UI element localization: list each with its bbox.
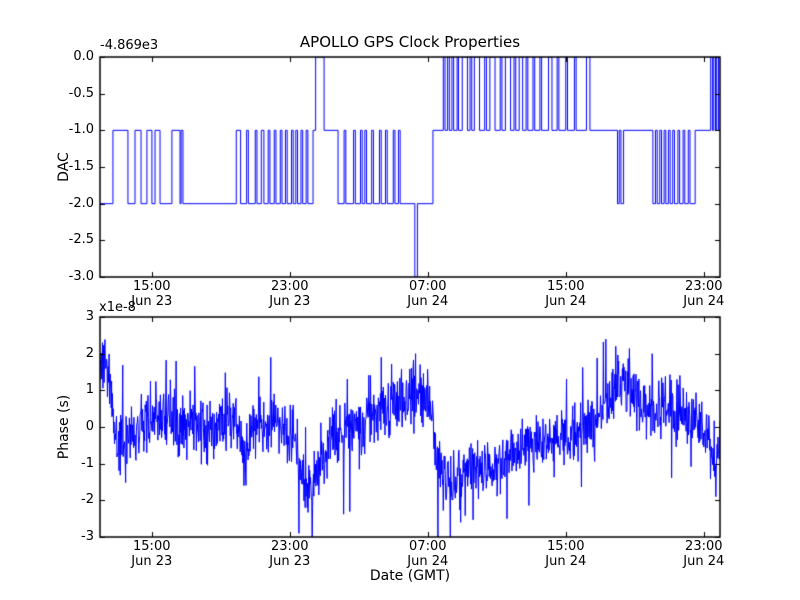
dac-y-tick-label: -2.0 — [68, 195, 94, 211]
dac-x-tick-label: 23:00 Jun 24 — [683, 279, 725, 309]
phase-y-tick-label: 3 — [85, 309, 94, 324]
dac-axis-offset-text: -4.869e3 — [100, 38, 159, 53]
phase-y-tick-label: 1 — [85, 382, 94, 398]
phase-y-tick-label: 0 — [85, 419, 94, 434]
dac-y-tick-label: -3.0 — [68, 269, 94, 284]
phase-x-tick-label: 15:00 Jun 24 — [545, 539, 587, 569]
phase-y-tick-label: -3 — [81, 529, 94, 544]
phase-axis-multiplier-text: x1e-8 — [99, 300, 136, 315]
dac-x-tick-label: 15:00 Jun 23 — [131, 279, 173, 309]
dac-y-tick-label: -1.0 — [68, 122, 94, 138]
dac-y-tick-label: -1.5 — [68, 159, 94, 174]
phase-x-tick-label: 07:00 Jun 24 — [407, 539, 449, 569]
phase-x-tick-label: 23:00 Jun 23 — [269, 539, 311, 569]
phase-x-tick-label: 23:00 Jun 24 — [683, 539, 725, 569]
dac-y-tick-label: -0.5 — [68, 85, 94, 101]
phase-y-tick-label: -1 — [81, 455, 94, 471]
xlabel: Date (GMT) — [369, 568, 451, 584]
phase-y-tick-label: -2 — [81, 492, 94, 508]
dac-x-tick-label: 23:00 Jun 23 — [269, 279, 311, 309]
phase-x-tick-label: 15:00 Jun 23 — [131, 539, 173, 569]
dac-y-tick-label: 0.0 — [73, 49, 94, 64]
phase-y-tick-label: 2 — [85, 345, 94, 361]
dac-x-tick-label: 07:00 Jun 24 — [407, 279, 449, 309]
chart-title: APOLLO GPS Clock Properties — [299, 33, 521, 51]
dac-x-tick-label: 15:00 Jun 24 — [545, 279, 587, 309]
dac-y-tick-label: -2.5 — [68, 232, 94, 248]
